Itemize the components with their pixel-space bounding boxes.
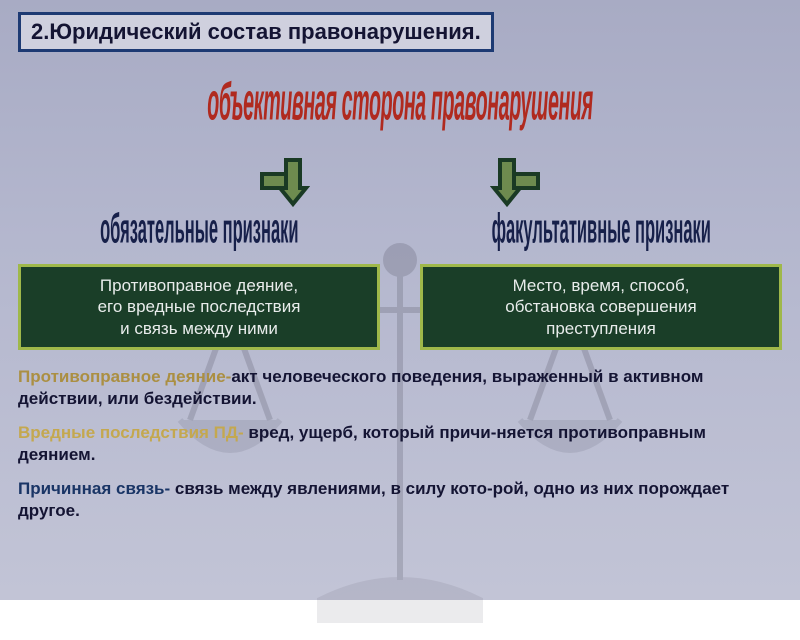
- left-box: Противоправное деяние, его вредные после…: [18, 264, 380, 350]
- header-box: 2.Юридический состав правонарушения.: [18, 12, 494, 52]
- arrow-right-icon: [490, 154, 544, 208]
- definitions: Противоправное деяние-акт человеческого …: [18, 366, 782, 523]
- arrow-left-icon: [256, 154, 310, 208]
- def-row: Причинная связь- связь между явлениями, …: [18, 478, 782, 522]
- right-box: Место, время, способ, обстановка соверше…: [420, 264, 782, 350]
- def-term: Вредные последствия ПД-: [18, 423, 244, 442]
- main-title: объективная сторона правонарушения: [87, 73, 713, 135]
- def-term: Причинная связь-: [18, 479, 170, 498]
- right-box-text: Место, время, способ, обстановка соверше…: [505, 276, 697, 338]
- right-subhead: факультативные признаки: [491, 204, 710, 253]
- left-column: обязательные признаки Противоправное дея…: [18, 216, 380, 350]
- left-box-text: Противоправное деяние, его вредные после…: [98, 276, 301, 338]
- left-subhead: обязательные признаки: [100, 204, 298, 253]
- def-term: Противоправное деяние-: [18, 367, 231, 386]
- def-row: Вредные последствия ПД- вред, ущерб, кот…: [18, 422, 782, 466]
- def-row: Противоправное деяние-акт человеческого …: [18, 366, 782, 410]
- right-column: факультативные признаки Место, время, сп…: [420, 216, 782, 350]
